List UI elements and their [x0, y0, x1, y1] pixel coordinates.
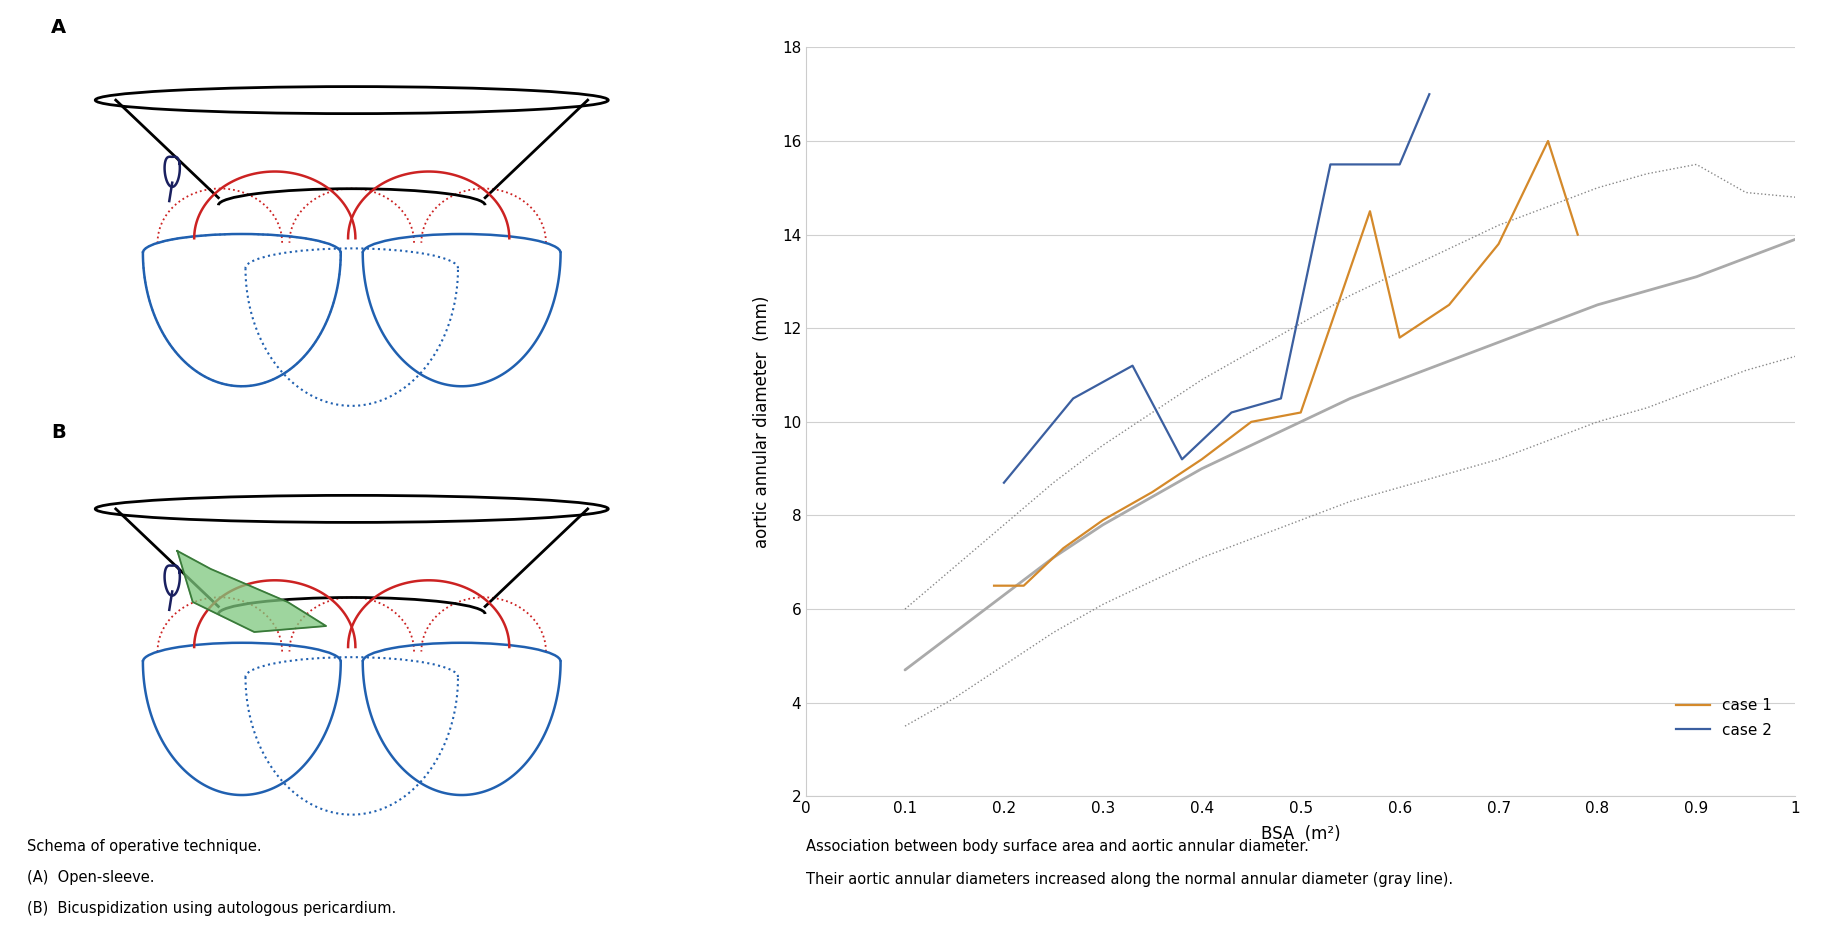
case 1	[1092, 515, 1114, 526]
case 1	[984, 580, 1006, 592]
Text: Association between body surface area and aortic annular diameter.: Association between body surface area an…	[806, 839, 1308, 854]
Polygon shape	[178, 551, 326, 632]
case 2	[1270, 392, 1292, 404]
Text: B: B	[51, 423, 66, 442]
case 1	[1566, 228, 1588, 240]
Legend: case 1, case 2: case 1, case 2	[1671, 692, 1777, 744]
case 2	[1171, 454, 1193, 465]
case 2	[1063, 392, 1085, 404]
case 1	[1389, 332, 1411, 343]
case 2	[1418, 88, 1440, 100]
case 2	[1319, 158, 1341, 170]
case 1	[1438, 300, 1460, 311]
case 2	[1121, 360, 1143, 372]
case 2	[993, 477, 1015, 488]
case 1	[1052, 542, 1074, 554]
case 2	[1389, 158, 1411, 170]
case 2	[1359, 158, 1381, 170]
Text: Schema of operative technique.: Schema of operative technique.	[27, 839, 262, 854]
Text: (B)  Bicuspidization using autologous pericardium.: (B) Bicuspidization using autologous per…	[27, 901, 398, 916]
case 1	[1488, 238, 1510, 249]
Line: case 2: case 2	[1004, 94, 1429, 483]
case 2	[1220, 407, 1242, 418]
case 1	[1141, 486, 1163, 498]
case 1	[1290, 407, 1312, 418]
Text: Their aortic annular diameters increased along the normal annular diameter (gray: Their aortic annular diameters increased…	[806, 872, 1453, 887]
Y-axis label: aortic annular diameter  (mm): aortic annular diameter (mm)	[753, 296, 771, 548]
case 1	[1191, 454, 1213, 465]
case 1	[1359, 206, 1381, 217]
case 1	[1013, 580, 1035, 592]
X-axis label: BSA  (m²): BSA (m²)	[1260, 825, 1341, 843]
case 1	[1240, 416, 1262, 428]
Text: (A)  Open-sleeve.: (A) Open-sleeve.	[27, 870, 156, 885]
case 1	[1537, 136, 1559, 147]
Line: case 1: case 1	[995, 141, 1577, 586]
Text: A: A	[51, 18, 66, 37]
